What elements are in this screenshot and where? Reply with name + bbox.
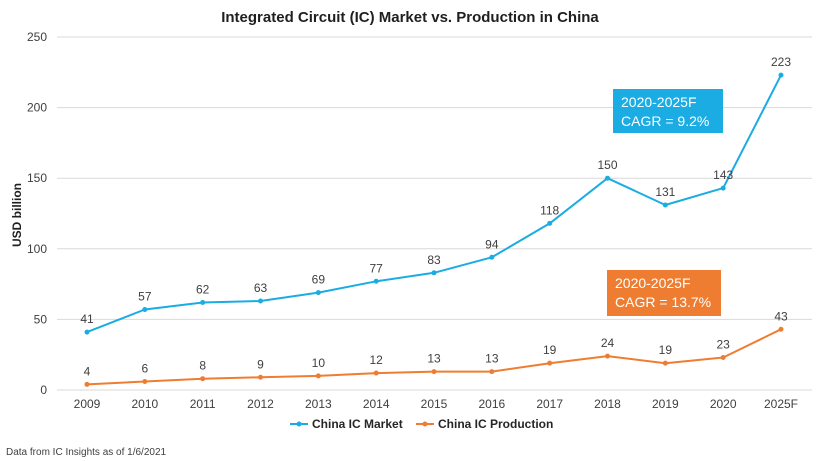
china-ic-market-point — [84, 329, 90, 335]
china-ic-production-data-label: 10 — [312, 356, 326, 370]
china-ic-market-data-label: 63 — [254, 281, 268, 295]
gridlines — [57, 36, 812, 391]
x-tick-label: 2018 — [594, 397, 621, 411]
x-tick-label: 2025F — [764, 397, 798, 411]
y-tick-label: 50 — [34, 312, 48, 326]
x-tick-label: 2020 — [710, 397, 737, 411]
china-ic-market-point — [489, 254, 495, 260]
y-tick-labels: 0 50 100 150 200 250 — [27, 30, 47, 397]
chart-title: Integrated Circuit (IC) Market vs. Produ… — [221, 9, 599, 26]
china-ic-production-data-label: 9 — [257, 357, 264, 371]
china-ic-market-point — [605, 175, 610, 181]
china-ic-production-data-label: 4 — [84, 364, 91, 378]
china-ic-production-point — [315, 373, 321, 379]
data-labels: 41 57 62 63 69 77 83 94 118 150 131 143 223 4 6 8 9 10 12 1… — [80, 55, 791, 378]
china-ic-production-point — [489, 369, 495, 375]
china-ic-production-point — [373, 370, 379, 376]
y-tick-label: 150 — [27, 171, 47, 185]
source-footnote: Data from IC Insights as of 1/6/2021 — [6, 447, 167, 458]
cagr-callout-box — [607, 270, 721, 316]
china-ic-market-point — [720, 185, 726, 191]
x-tick-label: 2016 — [478, 397, 505, 411]
legend-marker — [422, 421, 428, 427]
china-ic-production-point — [720, 355, 726, 361]
legend: China IC Market China IC Production — [290, 417, 553, 431]
x-tick-label: 2017 — [536, 397, 563, 411]
cagr-callout-text: CAGR = 13.7% — [615, 294, 711, 310]
china-ic-production-point — [778, 326, 784, 332]
y-axis-label: USD billion — [10, 183, 24, 247]
china-ic-market-point — [315, 290, 321, 296]
china-ic-production-data-label: 12 — [369, 353, 383, 367]
x-tick-label: 2010 — [131, 397, 158, 411]
china-ic-market-data-label: 223 — [771, 55, 791, 69]
china-ic-production-point — [547, 360, 553, 366]
china-ic-market-point — [373, 278, 379, 284]
china-ic-production-point — [142, 379, 148, 385]
china-ic-production-point — [200, 376, 206, 382]
legend-label: China IC Production — [438, 417, 553, 431]
cagr-callout: 2020-2025F CAGR = 9.2% — [613, 89, 723, 133]
china-ic-production-data-label: 13 — [485, 352, 499, 366]
china-ic-market-data-label: 150 — [597, 158, 617, 172]
y-tick-label: 100 — [27, 242, 47, 256]
china-ic-market-data-label: 131 — [655, 185, 675, 199]
cagr-callout: 2020-2025F CAGR = 13.7% — [607, 270, 721, 316]
china-ic-market-point — [547, 220, 553, 226]
x-tick-labels: 2009 2010 2011 2012 2013 2014 2015 2016 2017 2018… — [74, 397, 798, 411]
x-tick-label: 2011 — [190, 397, 216, 411]
y-tick-label: 200 — [27, 101, 47, 115]
china-ic-production-point — [431, 369, 437, 375]
x-tick-label: 2019 — [652, 397, 679, 411]
china-ic-market-point — [142, 307, 148, 313]
china-ic-market-data-label: 77 — [369, 261, 383, 275]
china-ic-market-point — [431, 270, 437, 276]
china-ic-production-data-label: 23 — [716, 338, 730, 352]
legend-marker — [296, 421, 302, 427]
x-tick-label: 2013 — [305, 397, 332, 411]
china-ic-production-point — [605, 353, 610, 359]
china-ic-production-data-label: 6 — [141, 362, 148, 376]
china-ic-market-point — [258, 298, 263, 304]
china-ic-production-data-label: 19 — [659, 343, 673, 357]
china-ic-market-point — [200, 299, 206, 305]
cagr-callout-box — [613, 89, 723, 133]
cagr-callouts: 2020-2025F CAGR = 9.2% 2020-2025F CAGR = 13… — [607, 89, 723, 316]
series-lines — [84, 72, 784, 387]
china-ic-production-data-label: 19 — [543, 343, 557, 357]
china-ic-production-data-label: 24 — [601, 336, 615, 350]
y-tick-label: 250 — [27, 30, 47, 44]
china-ic-market-point — [778, 72, 784, 78]
china-ic-production-data-label: 43 — [774, 309, 788, 323]
china-ic-production-data-label: 13 — [427, 352, 441, 366]
legend-item-china-ic-market: China IC Market — [290, 417, 403, 431]
china-ic-market-point — [662, 202, 668, 208]
china-ic-market-data-label: 69 — [312, 273, 326, 287]
legend-item-china-ic-production: China IC Production — [416, 417, 553, 431]
china-ic-production-point — [662, 360, 668, 366]
china-ic-production-point — [84, 381, 90, 387]
china-ic-production-point — [258, 374, 263, 380]
china-ic-market-data-label: 57 — [138, 290, 152, 304]
china-ic-market-data-label: 62 — [196, 282, 210, 296]
china-ic-production-data-label: 8 — [199, 359, 206, 373]
china-ic-market-data-label: 94 — [485, 237, 499, 251]
cagr-callout-text: 2020-2025F — [621, 94, 697, 110]
china-ic-market-data-label: 118 — [540, 203, 559, 217]
y-tick-label: 0 — [40, 383, 47, 397]
cagr-callout-text: 2020-2025F — [615, 275, 691, 291]
x-tick-label: 2015 — [421, 397, 448, 411]
china-ic-market-data-label: 41 — [80, 312, 94, 326]
x-tick-label: 2014 — [363, 397, 390, 411]
x-tick-label: 2009 — [74, 397, 101, 411]
x-tick-label: 2012 — [247, 397, 274, 411]
china-ic-market-data-label: 83 — [427, 253, 441, 267]
legend-label: China IC Market — [312, 417, 403, 431]
cagr-callout-text: CAGR = 9.2% — [621, 113, 709, 129]
china-ic-market-data-label: 143 — [713, 168, 733, 182]
